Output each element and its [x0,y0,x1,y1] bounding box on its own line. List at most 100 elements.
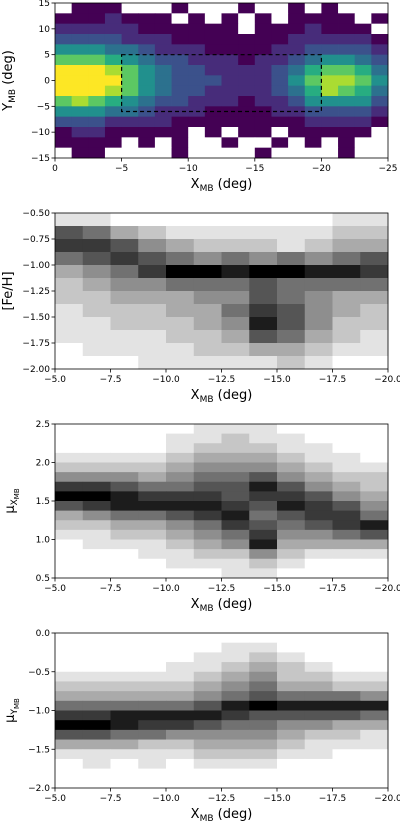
heatmap-cell [332,433,361,444]
heatmap-cell [277,720,306,731]
x-axis-label-sub: MB [200,814,214,822]
heatmap-cell [249,700,278,711]
heatmap-cell [304,739,333,750]
heatmap-cell [71,54,89,66]
heatmap-cell [332,472,361,483]
heatmap-cell [71,147,89,159]
heatmap-cell [82,739,111,750]
heatmap-cell [277,501,306,512]
heatmap-cell [277,239,306,253]
heatmap-cell [121,44,139,56]
heatmap-cell [221,452,250,463]
heatmap-cell [354,106,372,118]
heatmap-cell [121,106,139,118]
heatmap-cell [354,23,372,35]
heatmap-cell [110,539,139,550]
heatmap-cell [82,343,111,357]
heatmap-cell [138,652,167,663]
heatmap-cell [221,720,250,731]
heatmap-cell [249,213,278,227]
heatmap-cell [304,85,322,97]
heatmap-cell [188,34,206,45]
x-axis-label-suffix: (deg) [214,177,253,192]
x-tick-label: −15.0 [263,375,291,385]
heatmap-cell [304,424,333,435]
heatmap-cell [354,75,372,87]
heatmap-cell [154,34,172,45]
heatmap-cell [321,127,339,138]
heatmap-cell [55,356,84,370]
heatmap-cell [221,710,250,721]
heatmap-cell [204,13,222,25]
x-axis-label-suffix: (deg) [214,807,253,822]
heatmap-cell [121,65,139,76]
y-tick-label: −1.75 [22,339,50,349]
heatmap-cell [288,23,306,35]
heatmap-cell [371,127,389,138]
heatmap-cell [138,691,167,702]
heatmap-cell [332,529,361,540]
heatmap-cell [204,116,222,128]
heatmap-cell [204,137,222,149]
heatmap-cell [249,633,278,644]
heatmap-cell [188,23,206,35]
heatmap-cell [82,549,111,560]
heatmap-cell [110,356,139,370]
heatmap-cell [88,44,106,56]
heatmap-cell [82,642,111,653]
heatmap-cell [138,65,156,76]
heatmap-cell [110,433,139,444]
heatmap-cell [154,44,172,56]
heatmap-cell [249,539,278,550]
heatmap-cell [88,106,106,118]
y-tick-label: −1.50 [22,313,50,323]
heatmap-cell [221,317,250,331]
heatmap-cell [277,529,306,540]
heatmap-cell [332,252,361,266]
heatmap-cell [88,75,106,87]
heatmap-cell [110,729,139,740]
x-tick-label: −17.5 [319,584,347,594]
heatmap-cell [304,137,322,149]
heatmap-cell [166,304,195,318]
x-axis-label-sub: MB [200,184,214,194]
heatmap-cell [254,44,272,56]
heatmap-cell [121,54,139,66]
heatmap-cell [82,433,111,444]
x-tick-label: −12.5 [208,794,236,804]
heatmap-cell [82,491,111,502]
y-tick-label: −0.75 [22,235,50,245]
heatmap-cell [110,568,139,579]
heatmap-cell [166,433,195,444]
heatmap-cell [304,539,333,550]
heatmap-cell [338,137,356,149]
heatmap-cell [288,96,306,107]
heatmap-cell [154,127,172,138]
heatmap-cell [304,501,333,512]
heatmap-cell [110,681,139,692]
x-tick-label: −5.0 [44,794,66,804]
heatmap-cell [55,226,84,240]
heatmap-cell [254,116,272,128]
heatmap-cell [166,539,195,550]
heatmap-cell [193,691,222,702]
heatmap-cell [221,252,250,266]
heatmap-cell [221,529,250,540]
heatmap-cell [360,330,389,344]
heatmap-cell [138,662,167,673]
heatmap-cell [166,671,195,682]
heatmap-cell [304,472,333,483]
heatmap-cell [82,424,111,435]
heatmap-cell [304,510,333,521]
heatmap-cell [360,700,389,711]
heatmap-cell [138,265,167,279]
heatmap-cell [238,23,256,35]
heatmap-cell [371,3,389,14]
heatmap-cell [88,34,106,45]
heatmap-cell [249,529,278,540]
heatmap-cell [354,54,372,66]
heatmap-cell [277,452,306,463]
heatmap-cell [371,106,389,118]
heatmap-cell [55,749,84,760]
heatmap-cell [193,681,222,692]
